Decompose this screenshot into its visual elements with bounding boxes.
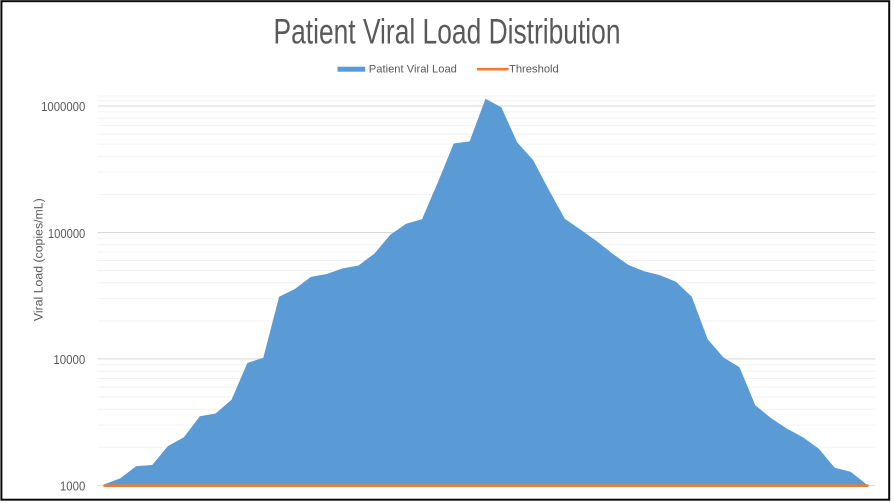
svg-text:Threshold: Threshold (509, 63, 559, 75)
svg-text:1000000: 1000000 (41, 99, 85, 114)
svg-text:1000: 1000 (60, 479, 85, 494)
svg-text:Patient Viral Load Distributio: Patient Viral Load Distribution (274, 13, 621, 52)
svg-text:10000: 10000 (53, 352, 85, 367)
svg-text:Patient Viral Load: Patient Viral Load (369, 63, 457, 75)
svg-text:100000: 100000 (48, 226, 85, 241)
svg-text:Viral Load (copies/mL): Viral Load (copies/mL) (32, 198, 46, 321)
